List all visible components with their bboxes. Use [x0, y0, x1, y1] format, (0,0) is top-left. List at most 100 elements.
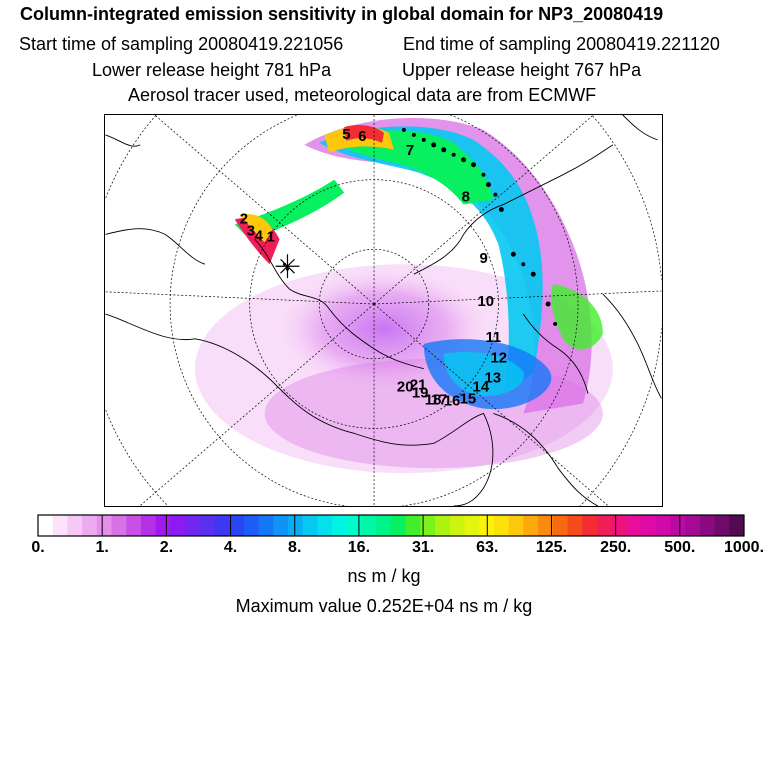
colorbar-swatch	[655, 515, 671, 536]
colorbar-swatch	[346, 515, 363, 536]
point-label: 5	[342, 126, 350, 143]
colorbar-swatch	[317, 515, 333, 536]
colorbar-tick-label: 1.	[95, 539, 109, 556]
colorbar-swatch	[493, 515, 510, 536]
plume-inner	[334, 130, 494, 205]
plume-east	[551, 284, 603, 350]
point-label: 12	[490, 350, 507, 367]
colorbar-swatch	[126, 515, 142, 536]
start-time-label: Start time of sampling 20080419.221056	[19, 34, 344, 54]
colorbar-swatch	[214, 515, 230, 536]
coastlines	[105, 115, 662, 506]
max-value-label: Maximum value 0.252E+04 ns m / kg	[235, 596, 533, 616]
point-label: 3	[247, 222, 255, 239]
colorbar-swatch	[670, 515, 686, 536]
lower-height-label: Lower release height 781 hPa	[92, 60, 332, 80]
colorbar-swatch	[376, 515, 392, 536]
point-label: 14	[473, 379, 490, 396]
point-label: 16	[444, 393, 461, 410]
point-label: 10	[478, 293, 495, 310]
colorbar-swatch	[508, 515, 524, 536]
point-label: 21	[410, 377, 427, 394]
point-label: 1	[267, 228, 275, 245]
colorbar-swatch	[155, 515, 171, 536]
point-label: 9	[480, 250, 488, 267]
observation-points	[283, 127, 558, 326]
colorbar-swatch	[699, 515, 716, 536]
colorbar-swatch	[405, 515, 421, 536]
colorbar-swatch	[626, 515, 642, 536]
point-label: 11	[485, 329, 501, 346]
colorbar-unit: ns m / kg	[347, 566, 421, 586]
point-label: 6	[358, 128, 366, 145]
colorbar-tick-label: 63.	[476, 539, 499, 556]
point-label: 7	[406, 142, 414, 159]
plume-core	[344, 124, 384, 143]
colorbar-tick-label: 250.	[600, 539, 632, 556]
map-title: Column-integrated emission sensitivity i…	[20, 4, 664, 24]
colorbar-swatch	[288, 515, 304, 536]
point-label: 4	[255, 227, 264, 244]
point-label: 18	[425, 392, 442, 409]
plume-west	[239, 214, 273, 243]
end-time-label: End time of sampling 20080419.221120	[403, 34, 720, 54]
colorbar-swatch	[229, 515, 245, 536]
point-label: 8	[462, 189, 470, 206]
colorbar-tick-label: 4.	[223, 539, 238, 556]
colorbar	[37, 514, 745, 537]
colorbar-swatch	[273, 515, 289, 536]
sensitivity-map: 1 2 3 4 5 6 7 8 9 10 11 12 13 14 15 16 1…	[104, 114, 663, 507]
colorbar-swatch	[552, 515, 568, 536]
colorbar-swatch	[111, 515, 127, 536]
colorbar-swatch	[258, 515, 274, 536]
colorbar-tick-label: 1000.	[723, 539, 765, 556]
colorbar-border	[37, 514, 745, 537]
colorbar-tick-label: 31.	[411, 539, 435, 556]
colorbar-swatch	[391, 515, 407, 536]
colorbar-swatch	[538, 515, 554, 536]
colorbar-swatch	[185, 515, 201, 536]
colorbar-swatch	[67, 515, 83, 536]
colorbar-swatch	[199, 515, 215, 536]
colorbar-swatch	[582, 515, 598, 536]
colorbar-swatch	[596, 515, 613, 536]
colorbar-swatch	[52, 515, 68, 536]
colorbar-swatch	[302, 515, 318, 536]
colorbar-swatch	[641, 515, 657, 536]
colorbar-tick-label: 8.	[288, 539, 302, 556]
colorbar-swatch	[435, 515, 451, 536]
colorbar-swatch	[714, 515, 730, 536]
colorbar-tick-label: 16.	[347, 539, 371, 556]
point-label: 13	[484, 370, 501, 387]
point-label: 17	[431, 392, 448, 409]
colorbar-swatch	[243, 515, 260, 536]
colorbar-tick-label: 0.	[31, 539, 45, 556]
colorbar-swatch	[729, 515, 745, 536]
colorbar-tick-label: 500.	[664, 539, 696, 556]
colorbar-tick-label: 125.	[535, 539, 568, 556]
colorbar-swatch	[567, 515, 583, 536]
point-label: 2	[240, 210, 248, 227]
colorbar-swatch	[523, 515, 539, 536]
colorbar-swatch	[140, 515, 157, 536]
point-label: 15	[460, 391, 477, 408]
colorbar-swatch	[38, 515, 54, 536]
plume-south	[443, 351, 524, 396]
release-point-marker	[275, 254, 300, 279]
colorbar-swatch	[611, 515, 627, 536]
upper-height-label: Upper release height 767 hPa	[402, 60, 642, 80]
point-label: 20	[397, 379, 414, 396]
colorbar-swatch	[464, 515, 480, 536]
colorbar-swatch	[420, 515, 436, 536]
colorbar-swatch	[332, 515, 348, 536]
colorbar-swatch	[82, 515, 98, 536]
colorbar-swatch	[449, 515, 466, 536]
graticule	[105, 115, 662, 506]
colorbar-swatch	[170, 515, 186, 536]
colorbar-swatch	[361, 515, 377, 536]
colorbar-swatch	[685, 515, 701, 536]
tracer-note: Aerosol tracer used, meteorological data…	[128, 85, 597, 105]
colorbar-swatch	[96, 515, 113, 536]
point-label: 19	[412, 385, 429, 402]
colorbar-tick-label: 2.	[159, 539, 174, 556]
